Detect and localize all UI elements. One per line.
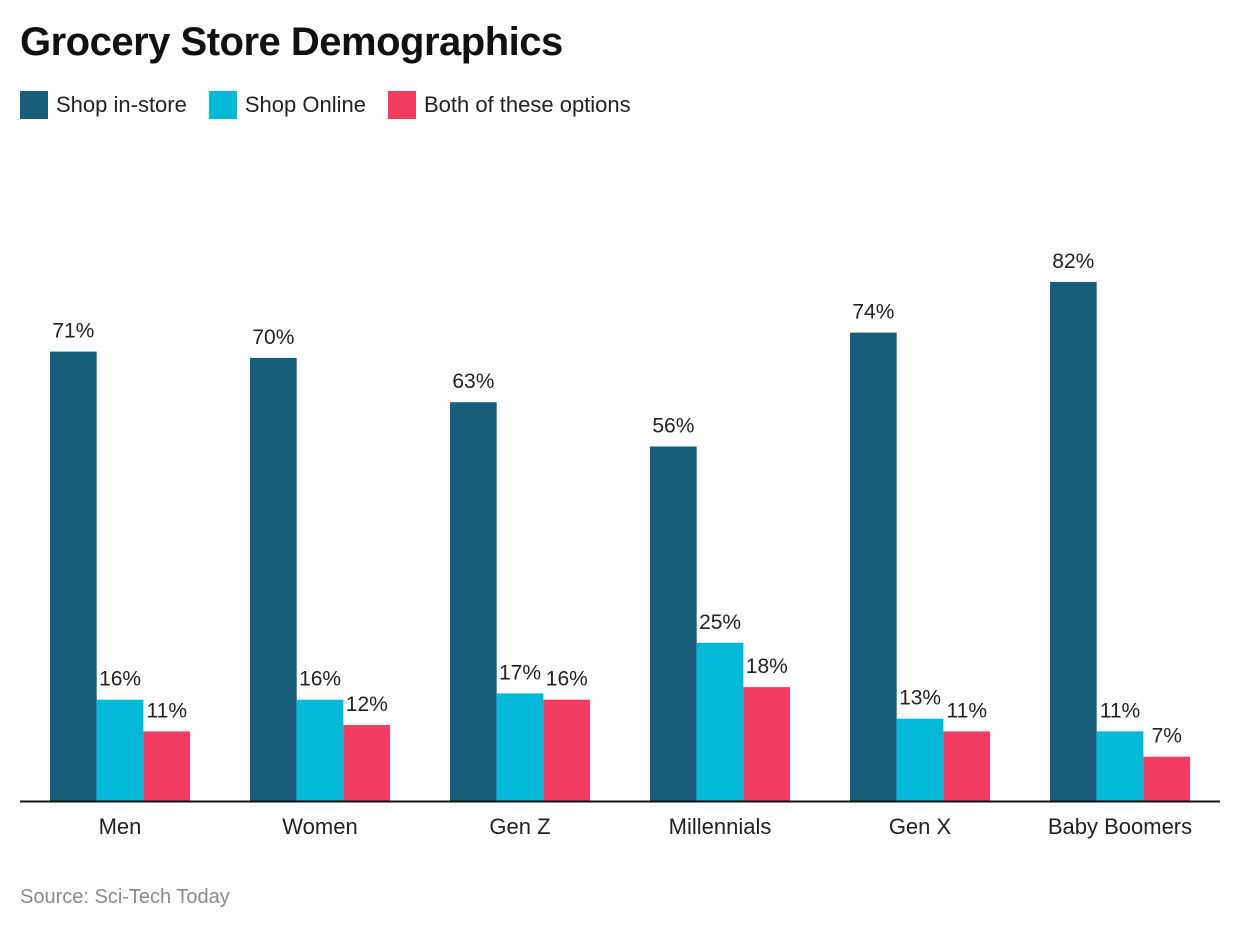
data-label-instore-baby-boomers: 82% — [1052, 250, 1094, 273]
data-label-online-baby-boomers: 11% — [1100, 699, 1140, 722]
bar-online-women — [296, 699, 344, 801]
legend: Shop in-store Shop Online Both of these … — [20, 91, 653, 119]
x-tick-label: Gen Z — [489, 814, 550, 839]
bar-instore-gen-x — [850, 332, 897, 801]
bar-both-gen-z — [543, 699, 591, 801]
x-tick-label: Men — [99, 814, 142, 839]
bar-both-women — [343, 725, 391, 801]
legend-label-instore: Shop in-store — [56, 92, 187, 117]
bar-both-men — [143, 731, 191, 801]
legend-swatch-instore — [20, 91, 48, 119]
data-label-instore-men: 71% — [52, 320, 94, 343]
data-label-instore-women: 70% — [252, 326, 294, 349]
legend-swatch-both — [387, 91, 416, 119]
x-tick-label: Baby Boomers — [1048, 814, 1192, 839]
data-label-online-women: 16% — [299, 668, 341, 691]
data-label-instore-millennials: 56% — [652, 415, 694, 438]
data-label-online-millennials: 25% — [699, 611, 741, 634]
bar-online-gen-z — [496, 693, 544, 801]
bar-online-gen-x — [896, 718, 944, 801]
bar-online-men — [96, 699, 144, 801]
data-label-both-gen-x: 11% — [947, 699, 987, 722]
legend-item-instore: Shop in-store — [20, 91, 187, 119]
legend-label-both: Both of these options — [423, 92, 631, 117]
data-label-both-women: 12% — [346, 693, 388, 716]
bar-both-baby-boomers — [1143, 756, 1191, 801]
data-label-instore-gen-x: 74% — [852, 301, 894, 324]
x-tick-label: Millennials — [669, 814, 772, 839]
data-label-both-men: 11% — [147, 699, 187, 722]
data-label-both-gen-z: 16% — [546, 668, 588, 691]
bar-both-gen-x — [943, 731, 991, 801]
bar-both-millennials — [743, 687, 791, 801]
bar-online-millennials — [696, 642, 744, 802]
bar-instore-gen-z — [450, 402, 497, 801]
data-label-both-baby-boomers: 7% — [1152, 725, 1182, 748]
legend-swatch-online — [208, 91, 237, 119]
bar-instore-baby-boomers — [1050, 281, 1097, 801]
data-label-online-gen-z: 17% — [499, 661, 541, 684]
source-note: Source: Sci-Tech Today — [20, 886, 230, 908]
data-label-both-millennials: 18% — [746, 655, 788, 678]
legend-item-online: Shop Online — [208, 91, 366, 119]
x-tick-label: Women — [282, 814, 357, 839]
legend-item-both: Both of these options — [387, 91, 631, 119]
data-label-online-men: 16% — [99, 668, 141, 691]
bar-online-baby-boomers — [1096, 731, 1144, 801]
data-label-instore-gen-z: 63% — [452, 370, 494, 393]
bar-instore-men — [50, 351, 97, 801]
data-label-online-gen-x: 13% — [899, 687, 941, 710]
legend-label-online: Shop Online — [244, 92, 366, 117]
bar-instore-women — [250, 357, 297, 801]
bar-instore-millennials — [650, 446, 697, 801]
x-tick-label: Gen X — [889, 814, 952, 839]
chart-title: Grocery Store Demographics — [20, 20, 563, 64]
